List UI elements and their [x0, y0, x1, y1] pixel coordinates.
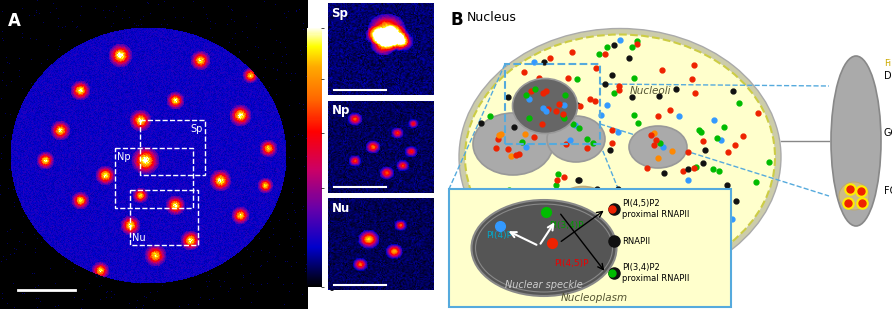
Bar — [115, 148, 193, 208]
Ellipse shape — [514, 193, 576, 235]
Bar — [449, 189, 731, 307]
Text: Sp: Sp — [332, 7, 348, 20]
Text: Nucleoli: Nucleoli — [629, 86, 671, 96]
Bar — [130, 190, 198, 245]
Ellipse shape — [629, 126, 687, 168]
Bar — [140, 120, 205, 175]
Ellipse shape — [513, 78, 577, 133]
Text: DFC: DFC — [884, 71, 892, 81]
Text: A: A — [8, 12, 21, 30]
Text: Np: Np — [117, 152, 130, 162]
Text: PI(4,5)P2
proximal RNAPII: PI(4,5)P2 proximal RNAPII — [622, 199, 690, 219]
Text: Sp: Sp — [191, 124, 202, 134]
Ellipse shape — [465, 35, 775, 280]
Text: RNAPII: RNAPII — [622, 236, 650, 245]
Text: Nucleus: Nucleus — [467, 11, 516, 24]
Text: GC: GC — [884, 128, 892, 138]
Ellipse shape — [459, 28, 781, 286]
Text: Nu: Nu — [332, 202, 350, 215]
Text: Fibrillarin: Fibrillarin — [884, 58, 892, 67]
Ellipse shape — [547, 116, 605, 162]
Ellipse shape — [839, 182, 869, 210]
Text: PI(3,4)P2
proximal RNAPII: PI(3,4)P2 proximal RNAPII — [622, 263, 690, 283]
Ellipse shape — [473, 113, 553, 175]
Text: PI(4)P: PI(4)P — [486, 231, 512, 240]
Text: PI(3,4)P: PI(3,4)P — [549, 221, 583, 230]
Text: Np: Np — [332, 104, 350, 117]
Bar — [505, 64, 600, 144]
Text: Nu: Nu — [132, 233, 145, 243]
Text: FC: FC — [884, 186, 892, 196]
Ellipse shape — [472, 200, 616, 296]
Text: Nucleoplasm: Nucleoplasm — [560, 293, 628, 303]
Text: PI(4,5)P: PI(4,5)P — [554, 259, 589, 268]
Ellipse shape — [558, 187, 608, 222]
Text: Nuclear speckle: Nuclear speckle — [505, 280, 582, 290]
Text: B: B — [450, 11, 463, 29]
Ellipse shape — [831, 56, 881, 226]
